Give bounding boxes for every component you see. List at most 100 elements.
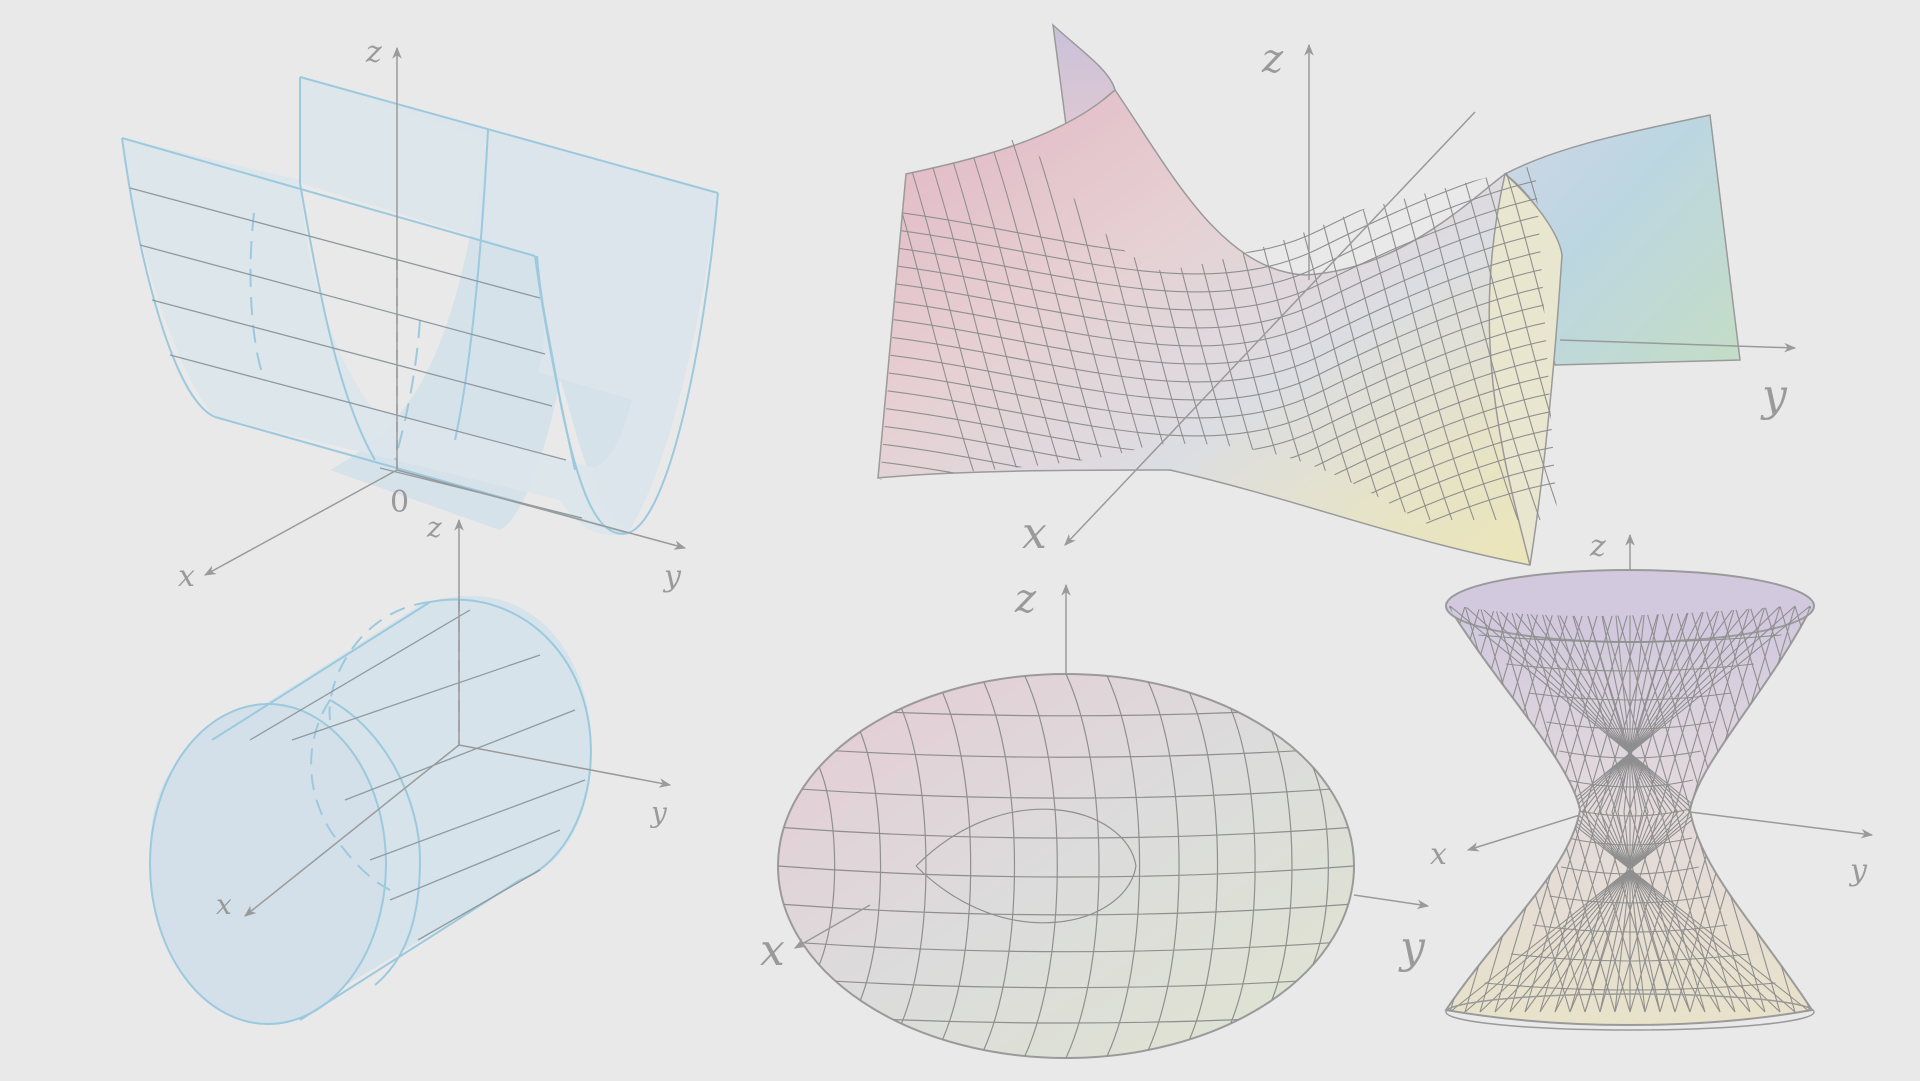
hyperboloid-ruling (1569, 605, 1655, 1013)
hyperboloid-ring (1484, 982, 1776, 991)
saddle-mesh-line (880, 265, 1560, 383)
saddle-mesh-line (880, 193, 1560, 311)
ellipsoid-parallel (835, 980, 1297, 989)
hyperboloid-ruling (1524, 605, 1673, 1013)
parabolic-ruling (151, 299, 553, 407)
cylinder-back-rim-dashed (328, 601, 431, 721)
hyperboloid-ring (1532, 924, 1728, 933)
saddle-mesh-line (880, 355, 1560, 473)
parabolic-x-label: x (178, 559, 195, 594)
ellipsoid-meridian (859, 731, 882, 1001)
ellipsoid-meridian (1271, 731, 1293, 1001)
hyperboloid-ruling (1605, 605, 1691, 1013)
hyperboloid-ruling (1764, 605, 1813, 1013)
ellipsoid-parallel (893, 711, 1239, 717)
saddle-x-label: x (1022, 508, 1047, 559)
ellipsoid-body (777, 673, 1355, 1059)
cylinder-middle-rim-dashed (310, 699, 391, 891)
cylinder-ruling (369, 779, 586, 861)
parabolic-y-axis (396, 469, 687, 550)
saddle-mesh-line (880, 247, 1560, 365)
saddle-mesh-line (901, 139, 1013, 521)
hyperboloid-ruling (1779, 605, 1813, 1013)
saddle-mesh-line (945, 139, 1057, 521)
saddle-y-axis (1559, 339, 1797, 353)
hyperboloid-ruling (1599, 605, 1643, 1013)
hyperboloid-ruling (1584, 605, 1706, 1013)
hyperboloid-ruling (1599, 605, 1706, 1013)
hyperboloid-y-axis (1689, 811, 1874, 839)
ellipsoid-contour (915, 865, 1137, 924)
saddle-right-wing (1504, 114, 1741, 366)
cylinder-ruling (389, 829, 561, 901)
hyperboloid-ruling (1446, 605, 1451, 1013)
saddle-mesh-line (923, 139, 1035, 521)
hyperboloid-ruling (1587, 605, 1736, 1013)
saddle-y-label: y (1760, 370, 1788, 421)
hyperboloid-ruling (1593, 605, 1721, 1013)
cylinder-x-label: x (216, 888, 232, 921)
cylinder-back-rim (429, 598, 592, 881)
ellipsoid-meridian (1024, 675, 1058, 1057)
hyperboloid-ruling (1614, 605, 1736, 1013)
hyperboloid-ring (1478, 634, 1782, 643)
saddle-mesh-line (1451, 139, 1560, 521)
hyperboloid-ruling (1617, 605, 1661, 1013)
cylinder-ruling (249, 609, 471, 741)
hyperboloid-y-label: y (1848, 853, 1868, 888)
ellipsoid-parallel (835, 750, 1297, 758)
hyperboloid-ruling (1614, 605, 1637, 1013)
ellipsoid-meridian (1106, 675, 1141, 1057)
hyperboloid-figure: z x y (1430, 529, 1874, 1031)
saddle-mesh-line (1517, 139, 1560, 521)
cylinder-front-face (149, 703, 387, 1025)
ellipsoid-x-label: x (760, 925, 785, 976)
parabolic-ruling (129, 187, 541, 299)
ellipsoid-parallel (783, 827, 1349, 839)
hyperboloid-bottom-rim (1445, 993, 1815, 1031)
ellipsoid-meridian (1230, 708, 1256, 1024)
saddle-z-label: z (1261, 36, 1284, 82)
parabolic-cylinder-front-surface (122, 77, 718, 536)
saddle-xy-diagonal (1064, 111, 1476, 546)
parabolic-ruling (139, 244, 546, 355)
saddle-mesh-line (880, 211, 1560, 329)
cylinder-ruling (291, 654, 541, 741)
circular-cylinder-figure: z x y (149, 511, 672, 1025)
ellipsoid-contour (915, 808, 1137, 867)
saddle-mesh-line (880, 283, 1560, 401)
parabolic-z-label: z (365, 35, 382, 70)
hyperboloid-ruling (1539, 605, 1667, 1013)
parabolic-outline-middle-right (534, 255, 576, 471)
cylinder-outline-top (211, 601, 431, 741)
ellipsoid-parallel (802, 942, 1331, 953)
saddle-mesh-line (880, 229, 1560, 347)
parabolic-origin-label: 0 (390, 485, 409, 520)
ellipsoid-meridian (1147, 681, 1180, 1051)
ellipsoid-z-label: z (1014, 576, 1037, 622)
saddle-mesh-line (880, 301, 1560, 419)
ellipsoid-meridian (1188, 692, 1219, 1040)
cylinder-ruling-back (417, 869, 541, 941)
ellipsoid-parallel (802, 788, 1331, 799)
cylinder-middle-rim-solid (329, 699, 422, 986)
saddle-mesh-line (880, 319, 1560, 437)
hyperboloid-ruling (1584, 605, 1649, 1013)
ellipsoid-y-label: y (1398, 922, 1426, 973)
hyperboloid-ring (1505, 663, 1755, 672)
ellipsoid-meridian (983, 681, 1016, 1051)
ellipsoid-y-axis (1353, 894, 1430, 910)
cylinder-z-label: z (426, 511, 442, 544)
hyperboloid-ring (1549, 895, 1711, 904)
parabolic-outline-front-top (121, 137, 536, 257)
parabolic-outline-front-curve (121, 137, 216, 418)
ellipsoid-x-axis (793, 904, 871, 949)
parabolic-cylinder-figure: z x y 0 (121, 35, 719, 594)
hyperboloid-ruling (1494, 605, 1685, 1013)
hyperboloid-ring (1569, 808, 1691, 817)
ellipsoid-mesh (778, 674, 1354, 1058)
hyperboloid-ring (1566, 779, 1694, 788)
hyperboloid-ruling (1554, 605, 1676, 1013)
ellipsoid-meridian (942, 692, 972, 1040)
hyperboloid-ring (1559, 750, 1701, 759)
